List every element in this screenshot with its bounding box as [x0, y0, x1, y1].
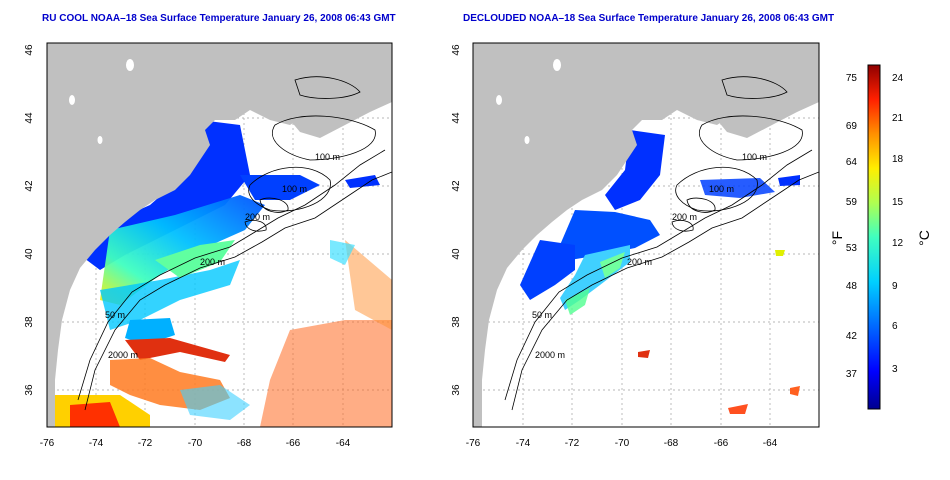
- y-tick-label: 38: [24, 316, 35, 328]
- y-tick-label: 38: [451, 316, 462, 328]
- celsius-label: 21: [892, 113, 904, 124]
- left-sst-field: [55, 60, 392, 427]
- y-tick-label: 40: [451, 248, 462, 260]
- colorbar-celsius-labels: 24 21 18 15 12 9 6 3: [892, 73, 904, 375]
- x-tick-label: -64: [336, 438, 351, 449]
- y-tick-label: 44: [24, 112, 35, 124]
- contour-label: 200 m: [627, 257, 652, 267]
- right-panel-title: DECLOUDED NOAA–18 Sea Surface Temperatur…: [463, 13, 834, 24]
- x-tick-label: -70: [188, 438, 203, 449]
- x-tick-label: -76: [40, 438, 55, 449]
- fahrenheit-label: 64: [846, 157, 858, 168]
- x-tick-label: -66: [714, 438, 729, 449]
- colorbar: 75 69 64 59 53 48 42 37 24 21 18 15 12 9…: [829, 64, 932, 410]
- celsius-label: 6: [892, 321, 898, 332]
- fahrenheit-label: 48: [846, 281, 858, 292]
- y-tick-label: 36: [24, 384, 35, 396]
- contour-label: 50 m: [105, 310, 125, 320]
- celsius-label: 12: [892, 238, 904, 249]
- right-contours: [504, 76, 819, 411]
- x-tick-label: -68: [664, 438, 679, 449]
- x-tick-label: -68: [237, 438, 252, 449]
- contour-label: 100 m: [709, 184, 734, 194]
- x-tick-label: -70: [615, 438, 630, 449]
- left-y-ticks: 46 44 42 40 38 36: [24, 44, 35, 396]
- fahrenheit-label: 75: [846, 73, 858, 84]
- celsius-unit-label: °C: [916, 230, 932, 246]
- contour-label: 2000 m: [108, 350, 138, 360]
- y-tick-label: 40: [24, 248, 35, 260]
- right-panel: DECLOUDED NOAA–18 Sea Surface Temperatur…: [451, 13, 834, 449]
- fahrenheit-unit-label: °F: [829, 231, 845, 245]
- fahrenheit-label: 59: [846, 197, 858, 208]
- y-tick-label: 46: [451, 44, 462, 56]
- colorbar-fahrenheit-labels: 75 69 64 59 53 48 42 37: [846, 73, 858, 380]
- x-tick-label: -72: [565, 438, 580, 449]
- right-x-ticks: -76 -74 -72 -70 -68 -66 -64: [466, 438, 778, 449]
- fahrenheit-label: 69: [846, 121, 858, 132]
- x-tick-label: -72: [138, 438, 153, 449]
- right-plot-frame: [472, 42, 820, 428]
- contour-label: 2000 m: [535, 350, 565, 360]
- y-tick-label: 42: [451, 180, 462, 192]
- left-lakes: [69, 59, 134, 144]
- right-y-ticks: 46 44 42 40 38 36: [451, 44, 462, 396]
- contour-label: 50 m: [532, 310, 552, 320]
- left-contour-labels: 100 m 100 m 200 m 200 m 2000 m 50 m: [105, 152, 340, 360]
- left-panel: RU COOL NOAA–18 Sea Surface Temperature …: [24, 13, 396, 449]
- right-contour-labels: 100 m 100 m 200 m 200 m 2000 m 50 m: [532, 152, 767, 360]
- left-x-ticks: -76 -74 -72 -70 -68 -66 -64: [40, 438, 351, 449]
- celsius-label: 3: [892, 364, 898, 375]
- celsius-label: 24: [892, 73, 904, 84]
- left-contours: [77, 76, 392, 411]
- contour-label: 100 m: [315, 152, 340, 162]
- y-tick-label: 46: [24, 44, 35, 56]
- contour-label: 200 m: [672, 212, 697, 222]
- contour-label: 100 m: [282, 184, 307, 194]
- celsius-label: 18: [892, 154, 904, 165]
- contour-label: 200 m: [245, 212, 270, 222]
- celsius-label: 9: [892, 281, 898, 292]
- fahrenheit-label: 37: [846, 369, 858, 380]
- right-land: [473, 43, 819, 427]
- left-panel-title: RU COOL NOAA–18 Sea Surface Temperature …: [42, 13, 396, 24]
- celsius-label: 15: [892, 197, 904, 208]
- fahrenheit-label: 42: [846, 331, 858, 342]
- x-tick-label: -66: [286, 438, 301, 449]
- left-land: [47, 43, 392, 427]
- y-tick-label: 44: [451, 112, 462, 124]
- left-plot-frame: [46, 42, 393, 428]
- x-tick-label: -74: [516, 438, 531, 449]
- y-tick-label: 42: [24, 180, 35, 192]
- contour-label: 100 m: [742, 152, 767, 162]
- x-tick-label: -64: [763, 438, 778, 449]
- x-tick-label: -74: [89, 438, 104, 449]
- right-lakes: [496, 59, 561, 144]
- fahrenheit-label: 53: [846, 243, 858, 254]
- colorbar-gradient: [867, 64, 881, 410]
- y-tick-label: 36: [451, 384, 462, 396]
- x-tick-label: -76: [466, 438, 481, 449]
- contour-label: 200 m: [200, 257, 225, 267]
